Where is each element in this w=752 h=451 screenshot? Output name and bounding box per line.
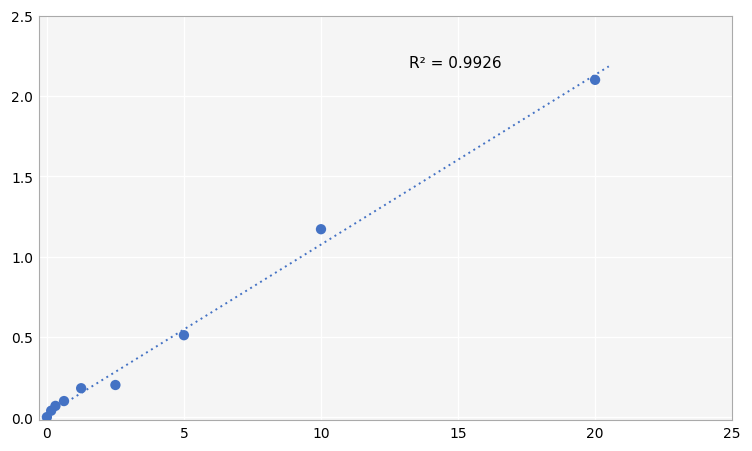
Point xyxy=(58,398,70,405)
Point xyxy=(589,77,601,84)
Point xyxy=(41,414,53,421)
Text: R² = 0.9926: R² = 0.9926 xyxy=(408,56,502,71)
Point xyxy=(315,226,327,233)
Point xyxy=(178,332,190,339)
Point xyxy=(50,402,62,410)
Point xyxy=(75,385,87,392)
Point xyxy=(109,382,121,389)
Point xyxy=(45,407,57,414)
